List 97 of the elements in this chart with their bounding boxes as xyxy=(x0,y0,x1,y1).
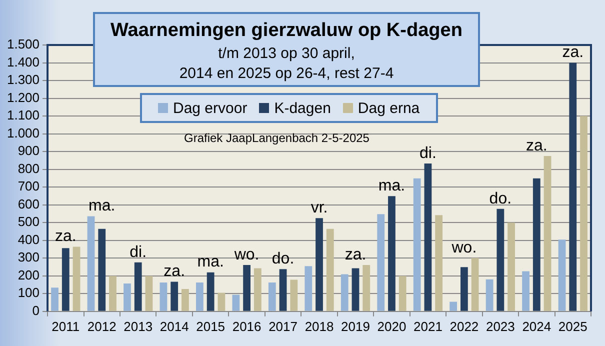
bar xyxy=(87,216,95,311)
x-tick-label: 2015 xyxy=(196,318,226,334)
annotation: di. xyxy=(420,144,436,162)
bar xyxy=(362,265,370,311)
y-tick-label: 1.000 xyxy=(6,125,40,140)
annotation: za. xyxy=(562,44,584,62)
text: t/m 2013 op 30 april, 2014 en 2025 op 26-4, rest 27-4 xyxy=(178,45,395,82)
y-tick-label: 200 xyxy=(18,267,40,282)
bar xyxy=(460,267,468,311)
bar xyxy=(182,289,189,311)
annotation: za. xyxy=(54,228,76,246)
bar xyxy=(398,276,406,311)
bar xyxy=(109,276,116,311)
bar xyxy=(268,282,276,311)
bar xyxy=(340,274,348,311)
annotation: ma. xyxy=(88,198,116,215)
x-tick-label: 2023 xyxy=(486,318,515,334)
annotation: za. xyxy=(344,246,366,264)
y-tick-label: 600 xyxy=(18,196,40,212)
y-tick-label: 1.400 xyxy=(6,54,40,70)
annotation: za. xyxy=(164,263,186,280)
bar xyxy=(160,282,168,311)
bar xyxy=(388,196,396,311)
chart-title: Waarnemingen gierzwaluw op K-dagen xyxy=(110,20,464,42)
bar xyxy=(232,294,240,311)
y-tick-label: 1.500 xyxy=(6,36,40,52)
legend-label: Dag erna xyxy=(358,100,420,116)
bar xyxy=(124,284,131,311)
bar xyxy=(304,266,312,311)
y-tick-label: 500 xyxy=(18,214,40,230)
legend-label: K-dagen xyxy=(274,100,331,116)
x-tick-label: 2013 xyxy=(124,318,153,334)
bar xyxy=(544,156,552,311)
x-tick-label: 2018 xyxy=(304,318,334,334)
bar xyxy=(62,248,70,311)
x-tick-label: 2024 xyxy=(522,318,552,334)
bar xyxy=(170,282,178,311)
y-tick-label: 0 xyxy=(32,302,40,318)
annotation: ma. xyxy=(197,254,224,271)
bar xyxy=(316,218,323,311)
bar xyxy=(352,268,360,311)
bar xyxy=(496,208,504,311)
y-tick-label: 1.200 xyxy=(6,90,40,105)
bar xyxy=(218,292,226,311)
bar xyxy=(98,228,106,311)
x-tick-label: 2021 xyxy=(414,318,442,334)
x-tick-label: 2016 xyxy=(232,318,262,334)
y-tick-label: 700 xyxy=(18,178,40,194)
bar xyxy=(254,268,262,311)
y-tick-label: 1.100 xyxy=(6,108,40,123)
bar xyxy=(522,271,530,311)
bar xyxy=(243,265,250,311)
bar xyxy=(450,302,458,311)
y-tick-label: 300 xyxy=(18,250,40,265)
bar xyxy=(435,215,443,311)
annotation: wo. xyxy=(233,246,260,264)
bar xyxy=(290,280,298,311)
y-tick-label: 900 xyxy=(18,143,40,158)
bar xyxy=(72,246,80,311)
bar xyxy=(206,272,214,311)
bar xyxy=(377,214,385,311)
bar xyxy=(486,279,494,311)
y-tick-label: 800 xyxy=(18,160,40,176)
bar xyxy=(145,276,153,311)
annotation: do. xyxy=(489,190,512,208)
annotation: za. xyxy=(526,137,548,154)
x-tick-label: 2012 xyxy=(87,318,116,334)
annotation: wo. xyxy=(450,239,477,256)
bar xyxy=(532,178,540,311)
x-tick-label: 2019 xyxy=(341,318,370,334)
bar xyxy=(413,178,421,311)
x-tick-label: 2017 xyxy=(268,318,298,334)
bar xyxy=(424,163,432,311)
annotation: vr. xyxy=(310,200,328,217)
x-tick-label: 2022 xyxy=(450,318,479,334)
bar xyxy=(569,62,577,311)
bar xyxy=(326,228,334,311)
annotation: Grafiek JaapLangenbach 2-5-2025 xyxy=(184,131,370,145)
y-tick-label: 1.300 xyxy=(6,72,40,88)
bar xyxy=(471,258,479,311)
bar xyxy=(580,116,588,311)
annotation: ma. xyxy=(378,178,406,195)
x-tick-label: 2025 xyxy=(558,318,588,334)
bar xyxy=(134,262,142,311)
annotation: di. xyxy=(130,244,147,261)
y-tick-label: 100 xyxy=(18,285,40,300)
legend-label: Dag ervoor xyxy=(173,100,248,116)
x-tick-label: 2014 xyxy=(160,318,189,334)
annotation: do. xyxy=(272,250,294,268)
x-tick-label: 2011 xyxy=(52,318,80,334)
x-tick-label: 2020 xyxy=(377,318,406,334)
y-tick-label: 400 xyxy=(18,232,40,247)
bar xyxy=(51,288,58,311)
bar xyxy=(279,269,287,311)
bar xyxy=(196,282,204,311)
bar xyxy=(508,222,515,311)
bar xyxy=(558,240,566,311)
